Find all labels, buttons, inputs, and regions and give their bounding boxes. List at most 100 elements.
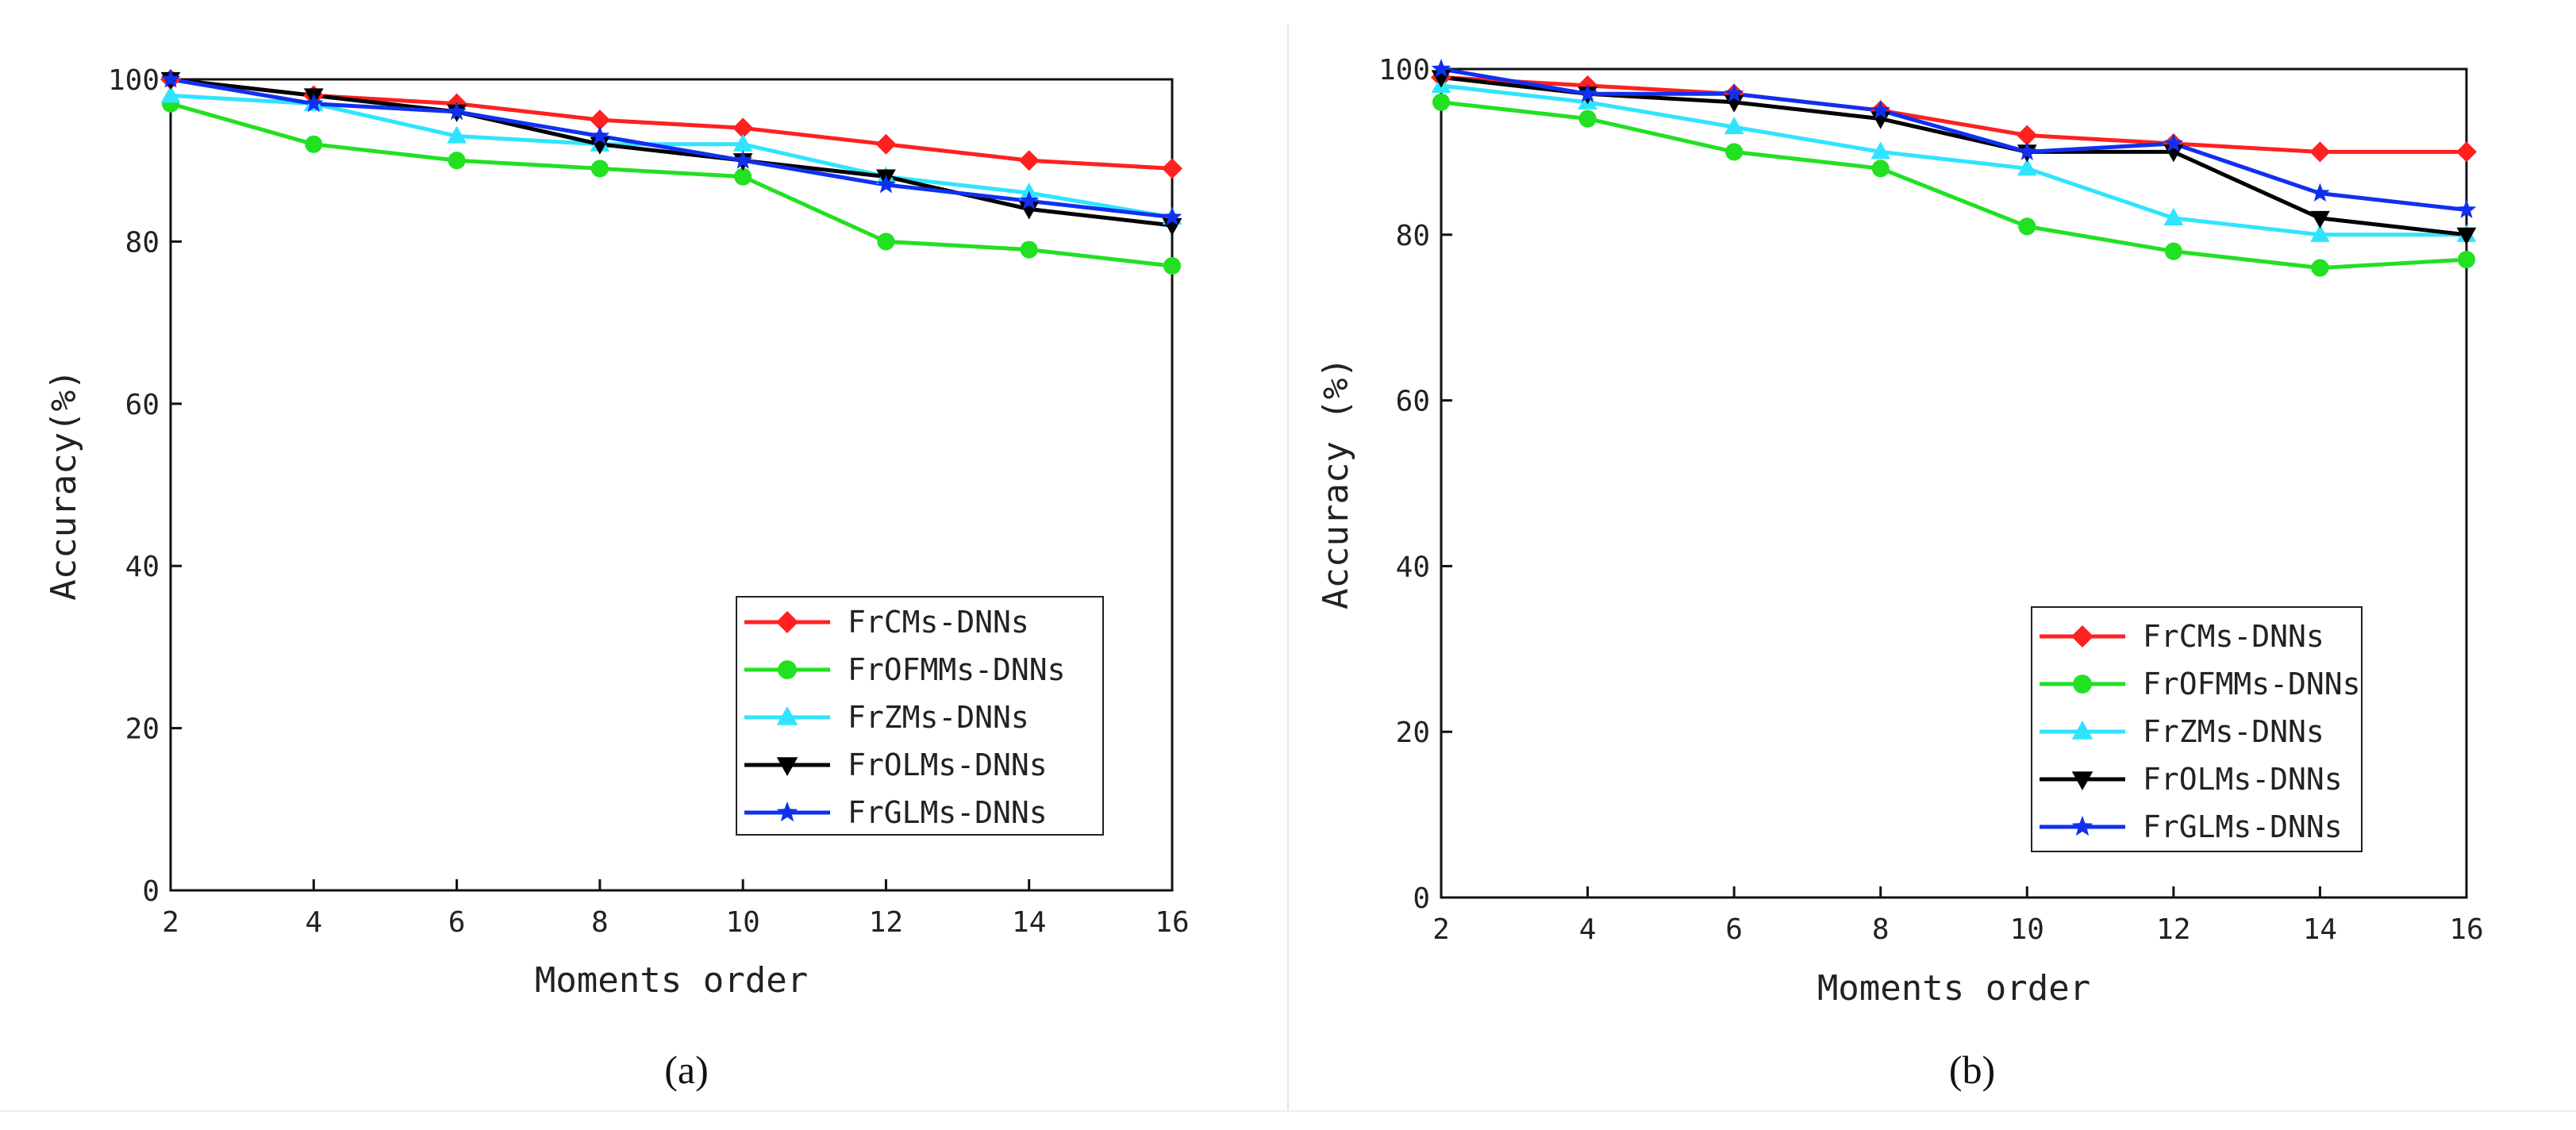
data-point-frcms-dnns [1162, 158, 1182, 179]
panel-caption-a: (a) [664, 1047, 709, 1092]
x-tick-label-b: 10 [2010, 913, 2044, 946]
data-point-frofmms-dnns [2018, 217, 2036, 236]
data-point-frglms-dnns [876, 174, 896, 194]
legend-marker-frcms-dnns [776, 611, 798, 633]
legend-marker-frglms-dnns [2071, 816, 2093, 836]
y-tick-label-a: 80 [125, 226, 160, 259]
data-point-frcms-dnns [2456, 141, 2477, 163]
legend-label-frglms-dnns: FrGLMs-DNNs [2143, 809, 2343, 844]
data-point-frglms-dnns [160, 69, 181, 88]
data-point-frofmms-dnns [305, 135, 323, 153]
x-tick-label-a: 10 [725, 906, 759, 939]
data-point-frcms-dnns [732, 117, 754, 139]
data-point-frglms-dnns [2163, 133, 2184, 152]
data-point-frofmms-dnns [1163, 257, 1182, 275]
legend-marker-frglms-dnns [776, 801, 798, 822]
series-line-frglms-dnns [170, 77, 1173, 220]
data-point-frglms-dnns [2310, 183, 2330, 202]
series-line-frcms-dnns [1440, 75, 2466, 154]
x-tick-label-a: 8 [591, 906, 609, 939]
series-line-frofmms-dnns [1440, 100, 2467, 271]
x-axis-label-a: Moments order [535, 960, 808, 1001]
legend-marker-frcms-dnns [2071, 625, 2093, 648]
data-point-frofmms-dnns [1020, 240, 1038, 259]
y-tick-label-a: 20 [125, 713, 160, 746]
data-point-frglms-dnns [303, 93, 324, 113]
panel-caption-b: (b) [1949, 1047, 1995, 1092]
data-point-frcms-dnns [1018, 150, 1040, 171]
data-point-frglms-dnns [732, 150, 753, 169]
data-point-frofmms-dnns [2311, 259, 2329, 277]
data-point-frcms-dnns [589, 110, 610, 131]
data-point-frolms-dnns [2456, 227, 2477, 245]
x-tick-label-b: 14 [2303, 913, 2337, 946]
series-line-frofmms-dnns [170, 102, 1173, 268]
data-point-frofmms-dnns [1725, 143, 1744, 161]
legend-label-frolms-dnns: FrOLMs-DNNs [848, 748, 1048, 782]
chart-panel-b: 2 4 6 8 10 12 14 16 0 20 40 60 80 100 Moments order Acc… [1316, 54, 2484, 1092]
x-axis-label-b: Moments order [1817, 968, 2090, 1009]
chart-panel-a: 2 4 6 8 10 12 14 16 0 20 40 60 80 100 Moments order Acc… [44, 64, 1190, 1092]
legend-marker-frzms-dnns [2071, 721, 2093, 740]
data-point-frcms-dnns [875, 133, 897, 155]
data-point-frofmms-dnns [2457, 251, 2476, 269]
data-point-frzms-dnns [1724, 117, 1744, 135]
y-tick-label-a: 40 [125, 551, 160, 583]
legend-label-frcms-dnns: FrCMs-DNNs [848, 605, 1029, 640]
legend-label-frofmms-dnns: FrOFMMs-DNNs [848, 652, 1066, 687]
data-point-frolms-dnns [2310, 210, 2330, 229]
x-tick-label-b: 2 [1432, 913, 1450, 946]
data-point-frofmms-dnns [2164, 242, 2182, 260]
data-point-frglms-dnns [1724, 83, 1744, 102]
x-tick-label-a: 14 [1012, 906, 1046, 939]
data-point-frzms-dnns [2310, 224, 2330, 242]
data-point-frzms-dnns [2017, 158, 2037, 176]
data-point-frglms-dnns [1870, 100, 1891, 119]
data-point-frglms-dnns [2456, 199, 2477, 218]
data-point-frofmms-dnns [448, 152, 466, 170]
legend-label-frzms-dnns: FrZMs-DNNs [2143, 714, 2324, 749]
data-point-frzms-dnns [2163, 207, 2184, 226]
data-point-frofmms-dnns [734, 167, 752, 186]
y-tick-label-b: 100 [1378, 54, 1430, 86]
plot-frame-b [1440, 67, 2468, 899]
data-point-frofmms-dnns [1432, 93, 1451, 111]
y-tick-label-b: 40 [1396, 551, 1430, 583]
legend-marker-frolms-dnns [776, 757, 798, 776]
legend-marker-frofmms-dnns [778, 660, 797, 679]
data-point-frcms-dnns [2309, 141, 2331, 163]
data-point-frglms-dnns [2017, 141, 2037, 160]
data-point-frzms-dnns [732, 133, 753, 152]
legend-label-frglms-dnns: FrGLMs-DNNs [848, 795, 1048, 830]
legend-label-frcms-dnns: FrCMs-DNNs [2143, 619, 2324, 654]
series-line-frglms-dnns [1440, 67, 2467, 212]
x-tick-label-b: 8 [1872, 913, 1890, 946]
x-tick-label-b: 12 [2156, 913, 2190, 946]
data-point-frglms-dnns [590, 125, 610, 145]
data-point-frglms-dnns [1431, 59, 1451, 78]
series-line-frzms-dnns [170, 93, 1173, 220]
data-point-frglms-dnns [1019, 190, 1040, 209]
legend-label-frolms-dnns: FrOLMs-DNNs [2143, 762, 2343, 797]
y-axis-label-b: Accuracy (%) [1316, 357, 1356, 609]
series-line-frolms-dnns [170, 77, 1173, 228]
data-point-frofmms-dnns [1578, 110, 1597, 128]
x-tick-label-a: 16 [1155, 906, 1189, 939]
y-tick-label-b: 60 [1396, 386, 1430, 418]
y-tick-label-a: 100 [108, 64, 160, 97]
x-tick-label-a: 2 [162, 906, 179, 939]
legend-marker-frolms-dnns [2071, 771, 2093, 790]
y-tick-label-b: 80 [1396, 220, 1430, 252]
data-point-frofmms-dnns [590, 160, 609, 178]
x-tick-label-a: 6 [448, 906, 466, 939]
data-point-frzms-dnns [160, 85, 181, 103]
data-point-frglms-dnns [447, 101, 467, 121]
legend-marker-frofmms-dnns [2073, 675, 2092, 694]
y-tick-label-a: 0 [142, 875, 160, 908]
legend-label-frzms-dnns: FrZMs-DNNs [848, 700, 1029, 735]
y-axis-label-a: Accuracy(%) [44, 369, 84, 600]
data-point-frcms-dnns [2017, 125, 2038, 146]
data-point-frofmms-dnns [877, 233, 895, 251]
x-tick-label-b: 4 [1579, 913, 1597, 946]
